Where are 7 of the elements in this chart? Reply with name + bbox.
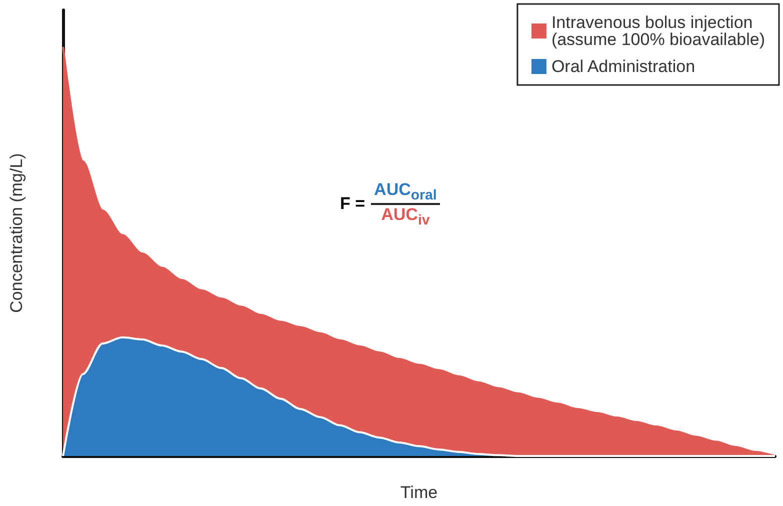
annotation: AUC$_{iv}$: [380, 205, 431, 229]
legend-label: Intravenous bolus injection (assume 100% bioavailable): [551, 13, 765, 49]
legend-label: Oral Administration: [551, 57, 696, 76]
y-axis-title: Concentration (mg/L): [7, 153, 26, 313]
x-axis-title: Time: [400, 483, 438, 502]
annotation: AUC$_{oral}$: [373, 180, 438, 204]
annotation: F =: [340, 194, 366, 214]
